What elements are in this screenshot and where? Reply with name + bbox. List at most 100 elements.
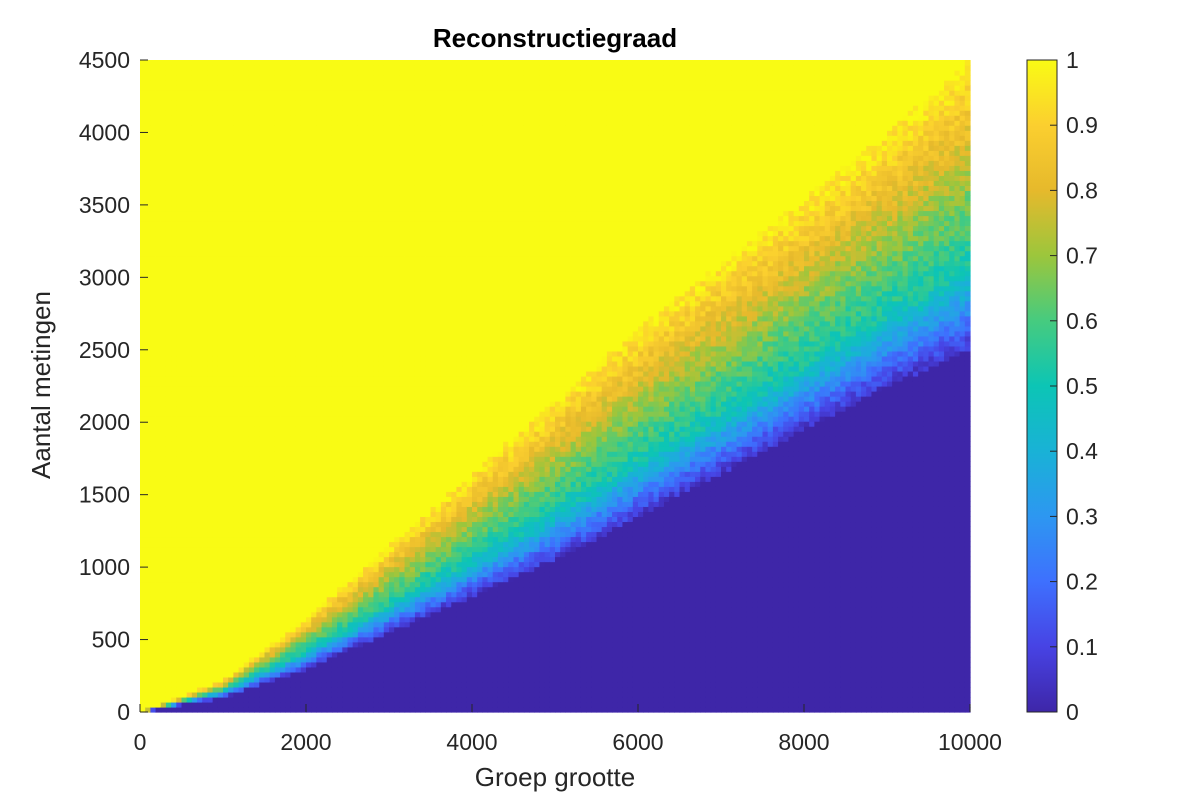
heatmap-cell [150,496,157,502]
heatmap-cell [331,681,338,688]
heatmap-cell [145,320,151,327]
heatmap-cell [274,235,281,242]
heatmap-cell [186,180,193,186]
heatmap-cell [202,235,209,242]
heatmap-cell [176,456,183,462]
heatmap-cell [145,421,151,427]
heatmap-cell [290,330,297,337]
heatmap-cell [186,586,193,593]
heatmap-cell [223,75,229,81]
heatmap-cell [306,310,312,317]
heatmap-cell [248,380,255,387]
heatmap-cell [248,551,255,558]
heatmap-cell [217,305,224,312]
heatmap-cell [197,656,203,663]
heatmap-cell [295,706,302,713]
heatmap-cell [337,556,343,563]
heatmap-cell [316,315,323,322]
heatmap-cell [254,85,260,91]
heatmap-cell [197,105,203,111]
heatmap-cell [140,265,146,272]
heatmap-cell [295,516,302,523]
heatmap-cell [223,501,229,507]
heatmap-cell [165,190,172,197]
heatmap-cell [254,406,260,412]
heatmap-cell [295,431,302,437]
heatmap-cell [243,521,250,528]
heatmap-cell [145,205,151,212]
heatmap-cell [186,511,193,517]
heatmap-cell [207,190,214,197]
heatmap-cell [316,446,323,452]
heatmap-cell [316,551,323,558]
heatmap-cell [145,416,151,422]
heatmap-cell [233,155,240,161]
heatmap-cell [248,345,255,352]
heatmap-cell [212,531,219,538]
heatmap-cell [280,631,286,638]
heatmap-cell [238,135,245,141]
heatmap-cell [171,691,177,698]
heatmap-cell [316,270,323,277]
heatmap-cell [274,375,281,382]
heatmap-cell [186,391,193,397]
heatmap-cell [306,391,312,397]
heatmap-cell [140,606,146,613]
heatmap-cell [176,566,183,573]
heatmap-cell [306,120,312,126]
heatmap-cell [181,60,188,66]
heatmap-cell [248,65,255,71]
heatmap-cell [212,80,219,86]
heatmap-cell [228,426,234,432]
heatmap-cell [300,185,307,191]
heatmap-cell [150,350,157,357]
heatmap-cell [233,646,240,653]
heatmap-cell [171,641,177,648]
heatmap-cell [217,531,224,538]
heatmap-cell [280,476,286,482]
heatmap-cell [217,706,224,713]
heatmap-cell [212,75,219,81]
heatmap-cell [212,280,219,287]
heatmap-cell [243,190,250,197]
heatmap-cell [290,466,297,472]
heatmap-cell [295,476,302,482]
heatmap-cell [321,571,328,578]
heatmap-cell [300,696,307,703]
heatmap-cell [295,100,302,106]
heatmap-cell [306,115,312,121]
heatmap-cell [217,401,224,407]
heatmap-cell [150,125,157,131]
heatmap-cell [331,130,338,136]
heatmap-cell [150,240,157,247]
heatmap-cell [191,200,198,207]
heatmap-cell [243,325,250,332]
heatmap-cell [238,85,245,91]
heatmap-cell [269,150,276,156]
heatmap-cell [331,466,338,472]
heatmap-cell [243,486,250,492]
heatmap-cell [150,220,157,227]
heatmap-cell [217,125,224,131]
heatmap-cell [155,611,162,618]
heatmap-cell [171,380,177,387]
heatmap-cell [165,85,172,91]
heatmap-cell [202,280,209,287]
heatmap-cell [217,220,224,227]
heatmap-cell [155,586,162,593]
heatmap-cell [217,365,224,372]
heatmap-cell [207,355,214,362]
heatmap-cell [140,451,146,457]
heatmap-cell [306,185,312,191]
heatmap-cell [243,406,250,412]
heatmap-cell [311,145,317,151]
heatmap-cell [285,290,292,297]
heatmap-cell [326,646,333,653]
heatmap-cell [264,270,271,277]
heatmap-cell [197,305,203,312]
heatmap-cell [248,280,255,287]
heatmap-cell [160,496,167,502]
heatmap-cell [274,501,281,507]
heatmap-cell [238,686,245,693]
heatmap-cell [285,546,292,553]
